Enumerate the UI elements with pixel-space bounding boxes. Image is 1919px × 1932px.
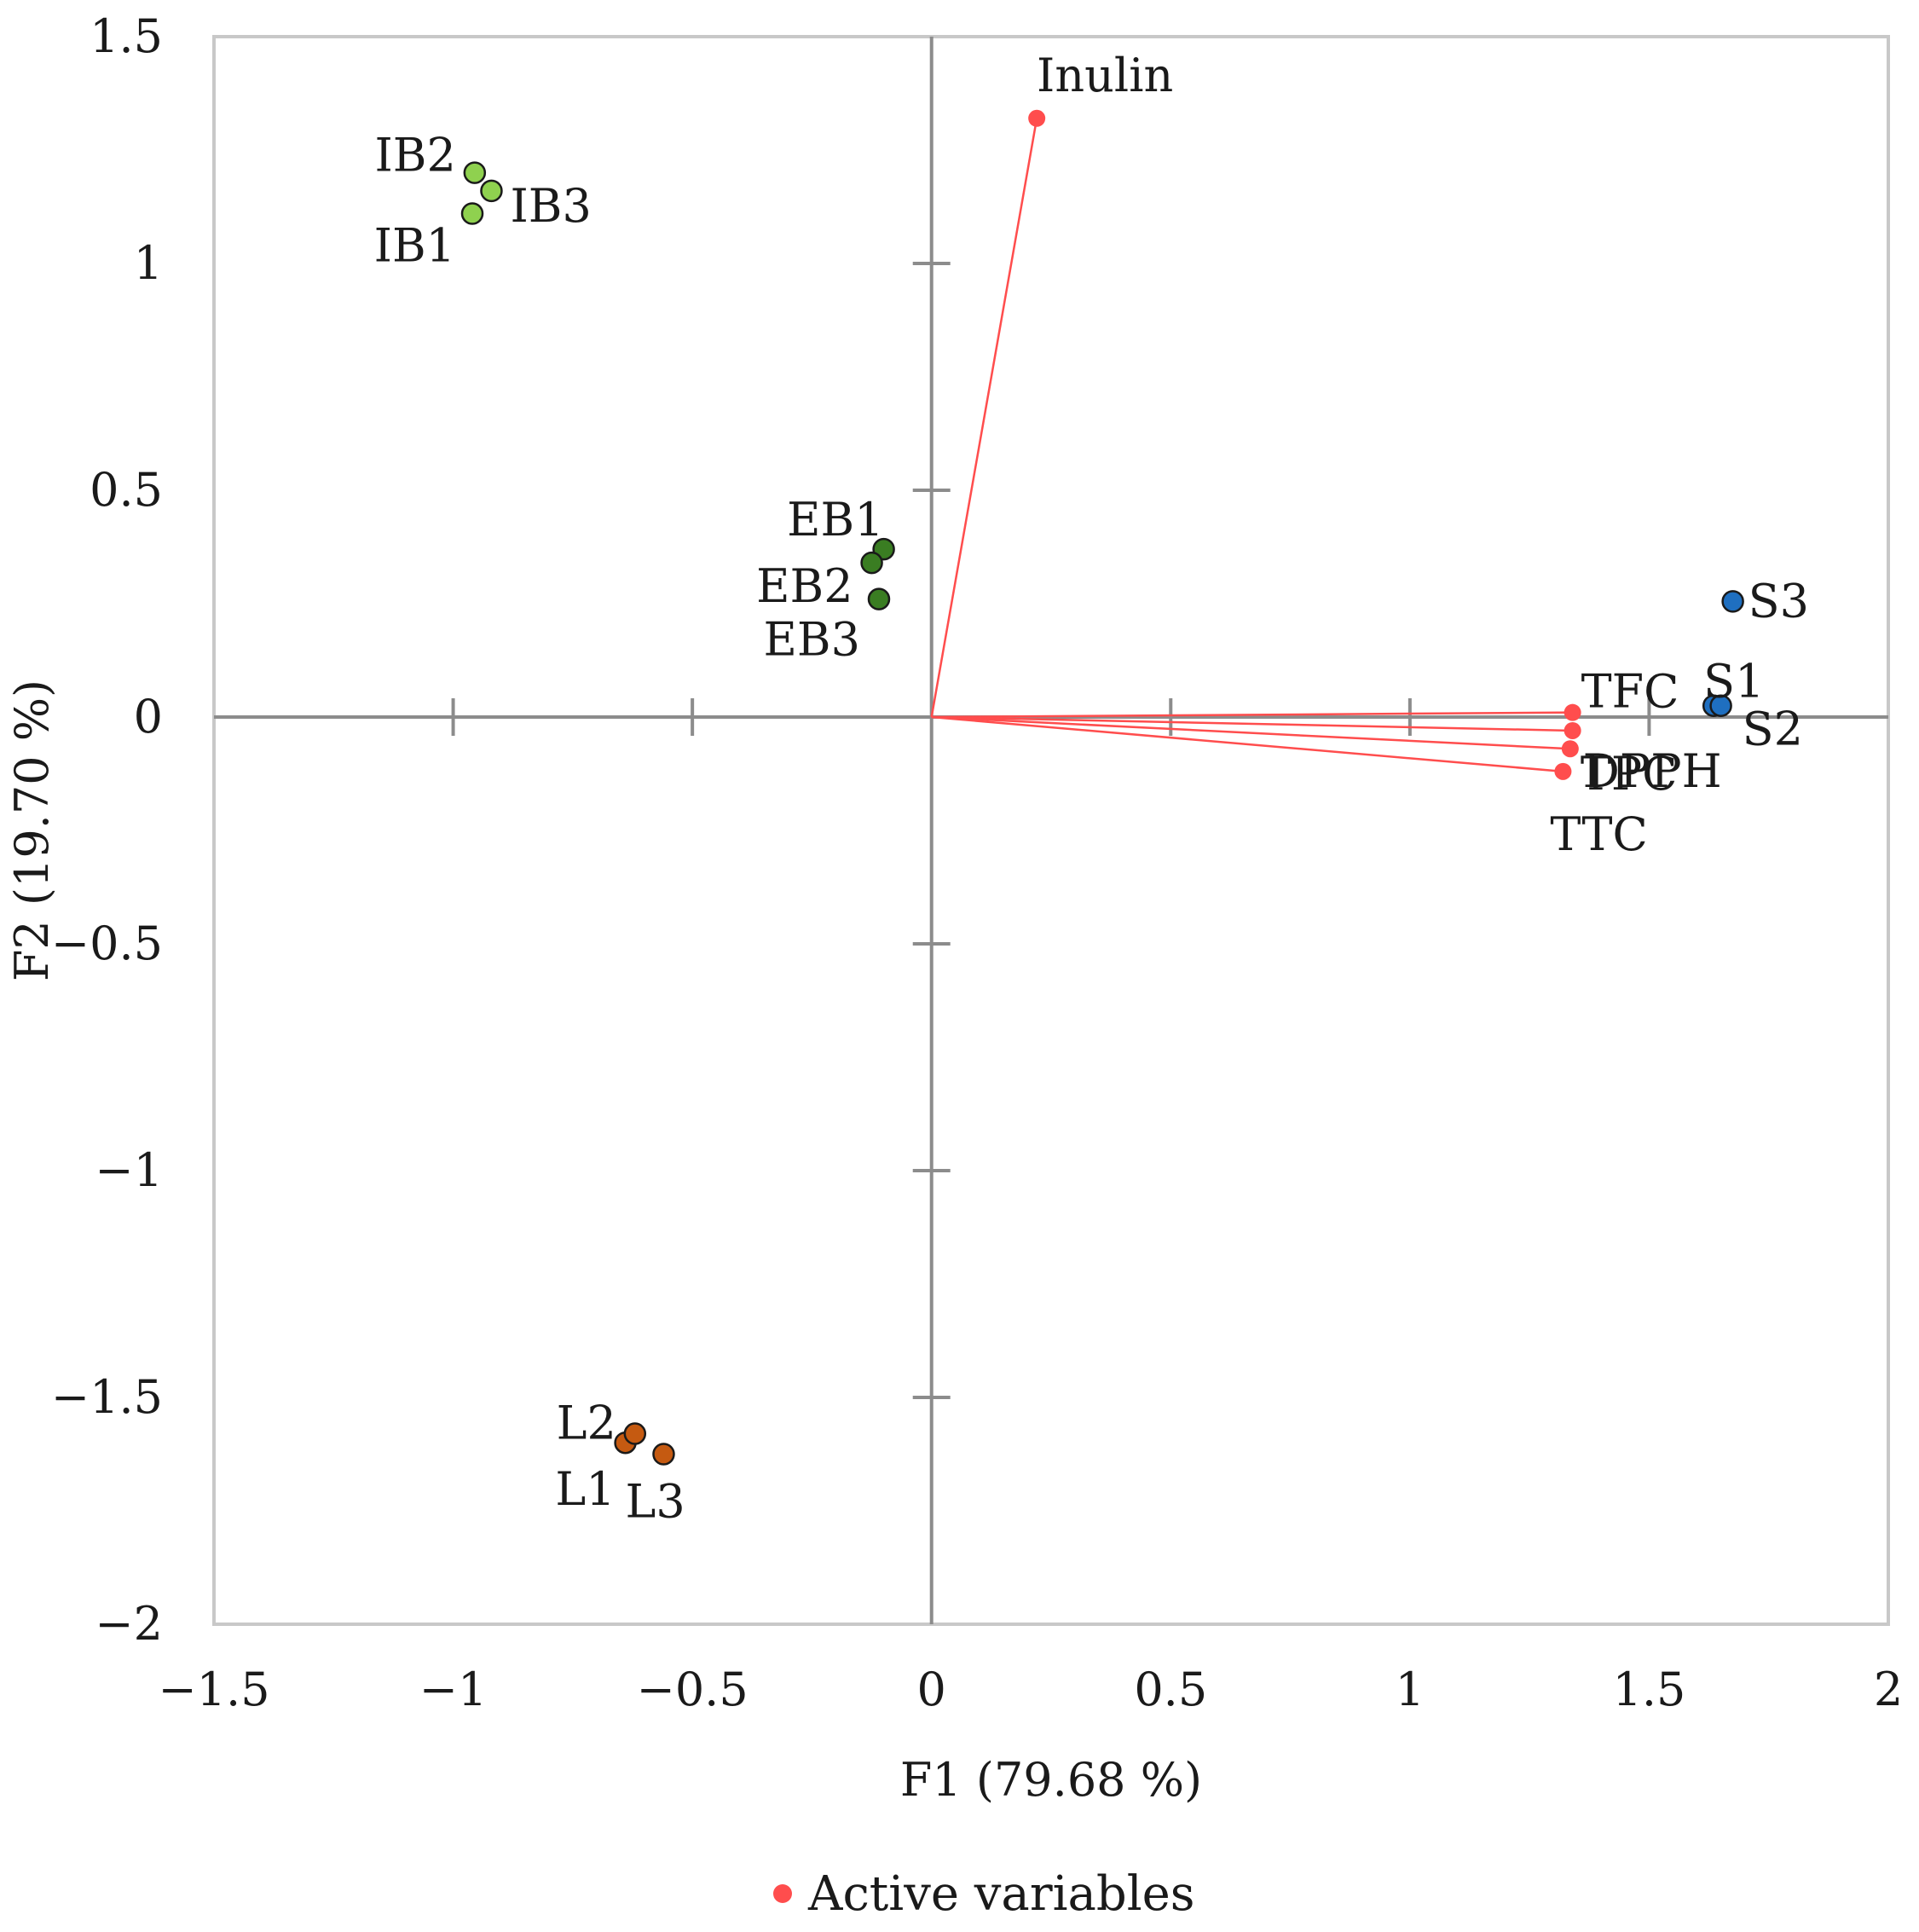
- point-label-eb2: EB2: [756, 559, 853, 613]
- x-tick-label: 1: [1396, 1663, 1425, 1716]
- point-label-l2: L2: [557, 1397, 616, 1450]
- point-label-s3: S3: [1748, 574, 1809, 628]
- observation-point-eb3: [867, 587, 891, 610]
- observation-point-ib1: [460, 202, 484, 225]
- tick-labels: −2 −1.5 −1 −0.5 0 0.5 1 1.5 −1.5 −1 −0.5 0 0.5 1 1.5 2: [51, 9, 1903, 1716]
- x-tick-label: 1.5: [1612, 1663, 1685, 1716]
- plot-area-frame: [212, 35, 1890, 1626]
- y-tick-label: 1.5: [90, 9, 163, 63]
- legend: Active variables: [773, 1866, 1195, 1922]
- point-label-dpph: DPPH: [1583, 744, 1722, 798]
- point-label-ib3: IB3: [510, 179, 591, 233]
- point-label-ib1: IB1: [374, 218, 455, 272]
- observation-point-s3: [1721, 590, 1744, 613]
- observation-point-ib2: [463, 161, 487, 184]
- points-layer: [460, 109, 1744, 1466]
- y-tick-label: −1: [95, 1143, 163, 1197]
- y-axis-title: F2 (19.70 %): [5, 680, 59, 981]
- observation-point-s2: [1709, 694, 1732, 717]
- observation-point-ib3: [480, 179, 503, 203]
- point-label-eb3: EB3: [764, 613, 860, 667]
- vectors-layer: [930, 118, 1573, 773]
- legend-marker: [773, 1884, 792, 1903]
- vector-inulin: [930, 118, 1038, 718]
- vector-ttc: [931, 715, 1564, 773]
- x-tick-label: −1.5: [158, 1663, 269, 1716]
- x-tick-label: 0: [917, 1663, 946, 1716]
- labels-layer: InulinTFCDPPHTPCTTCIB1IB2IB3EB1EB2EB3S1S…: [374, 49, 1809, 1529]
- x-tick-label: −0.5: [637, 1663, 749, 1716]
- variable-point-dpph: [1564, 721, 1581, 739]
- variable-point-tfc: [1564, 703, 1581, 721]
- variable-point-tpc: [1561, 740, 1579, 758]
- y-tick-label: 1: [134, 236, 163, 290]
- point-label-tfc: TFC: [1581, 665, 1679, 719]
- legend-label: Active variables: [807, 1866, 1195, 1922]
- point-label-l1: L1: [555, 1462, 615, 1516]
- variable-point-ttc: [1554, 762, 1572, 780]
- y-tick-label: −1.5: [51, 1370, 163, 1424]
- vector-tfc: [931, 711, 1573, 719]
- y-tick-label: 0.5: [90, 463, 163, 517]
- observation-point-l2: [623, 1422, 647, 1445]
- observation-point-eb2: [860, 551, 883, 575]
- point-label-s1: S1: [1703, 655, 1764, 709]
- observation-point-l3: [652, 1443, 675, 1466]
- x-tick-label: 0.5: [1134, 1663, 1207, 1716]
- point-label-ttc: TTC: [1550, 807, 1647, 861]
- point-label-eb1: EB1: [787, 493, 883, 547]
- variable-point-inulin: [1028, 109, 1046, 127]
- point-label-tpc: TPC: [1581, 747, 1678, 801]
- vector-dpph: [931, 715, 1573, 732]
- point-label-ib2: IB2: [374, 129, 455, 182]
- vector-tpc: [931, 715, 1570, 750]
- x-axis-title: F1 (79.68 %): [900, 1753, 1202, 1807]
- point-label-s2: S2: [1743, 703, 1803, 756]
- y-tick-label: 0: [134, 690, 163, 743]
- point-label-inulin: Inulin: [1037, 49, 1173, 102]
- x-tick-label: −1: [419, 1663, 488, 1716]
- x-tick-label: 2: [1874, 1663, 1903, 1716]
- y-tick-label: −2: [95, 1597, 163, 1651]
- point-label-l3: L3: [625, 1475, 685, 1529]
- y-tick-label: −0.5: [51, 917, 163, 970]
